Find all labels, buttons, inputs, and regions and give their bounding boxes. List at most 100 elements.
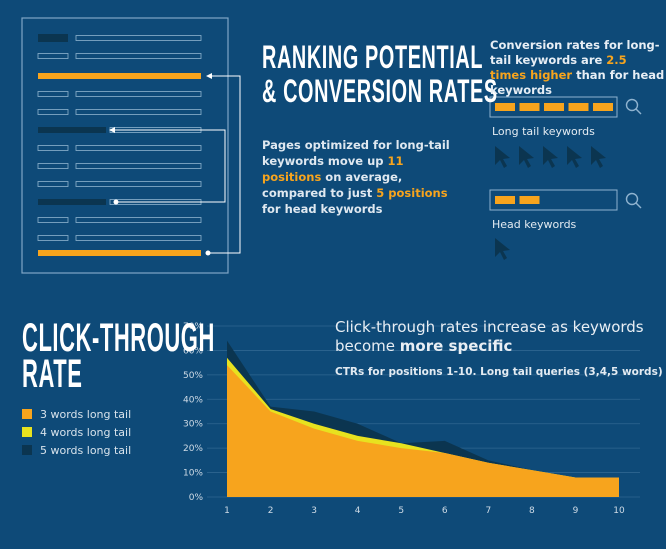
arrow-head-icon	[206, 73, 212, 79]
x-tick-label: 1	[224, 506, 230, 516]
arrow-head-icon	[109, 127, 115, 133]
page-line	[37, 217, 69, 223]
long-tail-keywords-label: Long tail keywords	[492, 125, 595, 138]
legend-item: 5 words long tail	[22, 444, 131, 457]
cursor-icon	[495, 238, 510, 260]
y-tick-label: 50%	[183, 371, 203, 381]
conv-text: than for head keywords	[490, 68, 665, 97]
page-illustration	[21, 17, 241, 274]
y-tick-label: 20%	[183, 444, 203, 454]
ranking-title-line1: RANKING POTENTIAL	[262, 39, 484, 75]
ctr-chart: 0% 10% 20% 30% 40% 50% 60% 70% 1 2 3 4 5 6 7 8 9 10	[183, 322, 640, 516]
legend-label: 3 words long tail	[40, 408, 132, 421]
desc-text: Pages optimized for long-tail keywords m…	[262, 138, 450, 168]
page-outline	[21, 17, 229, 274]
ctr-subtitle: Click-through rates increase as keywords…	[335, 318, 655, 356]
ctr-title: CLICK-THROUGH RATE	[22, 316, 215, 396]
page-line-highlight	[38, 250, 201, 256]
ranking-description: Pages optimized for long-tail keywords m…	[262, 137, 452, 217]
cursor-icon	[495, 146, 510, 168]
legend-swatch	[22, 427, 32, 437]
legend-label: 5 words long tail	[40, 444, 132, 457]
ranking-title-line2: & CONVERSION RATES	[262, 73, 498, 109]
page-line	[75, 235, 202, 241]
ctr-subtitle-text: Click-through rates increase as keywords…	[335, 318, 644, 355]
page-line-title	[38, 34, 68, 42]
rank-arrow-long-tail	[208, 75, 241, 254]
keyword-block	[495, 103, 515, 111]
page-line	[75, 109, 202, 115]
head-keywords-label: Head keywords	[492, 218, 577, 231]
legend-item: 4 words long tail	[22, 426, 131, 439]
area-series	[227, 365, 619, 497]
page-line	[75, 145, 202, 151]
keyword-block	[593, 103, 613, 111]
rank-arrow-start-dot	[205, 250, 211, 256]
page-line	[37, 91, 69, 97]
head-search-box	[489, 189, 618, 211]
ctr-caption: CTRs for positions 1-10. Long tail queri…	[335, 366, 663, 378]
legend-item: 3 words long tail	[22, 408, 131, 421]
page-line-highlight	[38, 127, 106, 133]
page-line	[75, 181, 202, 187]
rank-arrow-head	[113, 129, 226, 203]
desc-text: for head keywords	[262, 202, 383, 216]
x-tick-label: 3	[311, 506, 317, 516]
keyword-block	[568, 103, 589, 111]
desc-text: on average, compared to just	[262, 170, 403, 200]
page-line	[75, 217, 202, 223]
rank-arrow-start-dot	[113, 199, 119, 205]
page-line	[75, 163, 202, 169]
search-icon	[625, 192, 642, 209]
cursor-icon	[543, 146, 558, 168]
x-tick-label: 7	[485, 506, 491, 516]
conversion-illustration	[489, 96, 642, 260]
x-tick-label: 6	[442, 506, 448, 516]
ctr-subtitle-highlight: more specific	[399, 337, 513, 355]
desc-highlight-long-tail: 11 positions	[262, 154, 404, 184]
page-line	[37, 53, 69, 59]
search-icon	[625, 98, 642, 115]
legend-label: 4 words long tail	[40, 426, 132, 439]
x-tick-label: 9	[573, 506, 579, 516]
y-tick-label: 30%	[183, 420, 203, 430]
keyword-block	[544, 103, 564, 111]
page-line	[75, 35, 202, 41]
long-tail-search-box	[489, 96, 618, 118]
cursor-icon	[567, 146, 582, 168]
conv-text: Conversion rates for long-tail keywords …	[490, 38, 660, 67]
keyword-block	[495, 196, 515, 204]
page-line	[37, 163, 69, 169]
page-line	[37, 235, 69, 241]
keyword-block	[519, 196, 540, 204]
conversion-description: Conversion rates for long-tail keywords …	[490, 38, 665, 98]
cursor-icon	[519, 146, 534, 168]
x-tick-label: 2	[268, 506, 274, 516]
conv-highlight: 2.5 times higher	[490, 53, 627, 82]
page-line	[75, 53, 202, 59]
y-tick-label: 40%	[183, 395, 203, 405]
desc-highlight-head: 5 positions	[376, 186, 448, 200]
page-line	[37, 109, 69, 115]
x-tick-label: 4	[355, 506, 361, 516]
legend-swatch	[22, 409, 32, 419]
page-line	[75, 91, 202, 97]
y-tick-label: 0%	[189, 493, 204, 503]
keyword-block	[519, 103, 540, 111]
page-line	[37, 145, 69, 151]
ctr-title-line2: RATE	[22, 352, 83, 396]
y-tick-label: 10%	[183, 469, 203, 479]
page-line-highlight	[38, 73, 201, 79]
page-line-highlight	[38, 199, 106, 205]
x-tick-label: 8	[529, 506, 535, 516]
cursor-icon	[591, 146, 606, 168]
legend-swatch	[22, 445, 32, 455]
x-tick-label: 10	[613, 506, 625, 516]
ctr-title-line1: CLICK-THROUGH	[22, 316, 215, 360]
y-tick-label: 60%	[183, 346, 203, 356]
x-tick-label: 5	[398, 506, 404, 516]
y-tick-label: 70%	[183, 322, 203, 332]
ranking-title: RANKING POTENTIAL & CONVERSION RATES	[262, 40, 498, 108]
page-line	[37, 181, 69, 187]
